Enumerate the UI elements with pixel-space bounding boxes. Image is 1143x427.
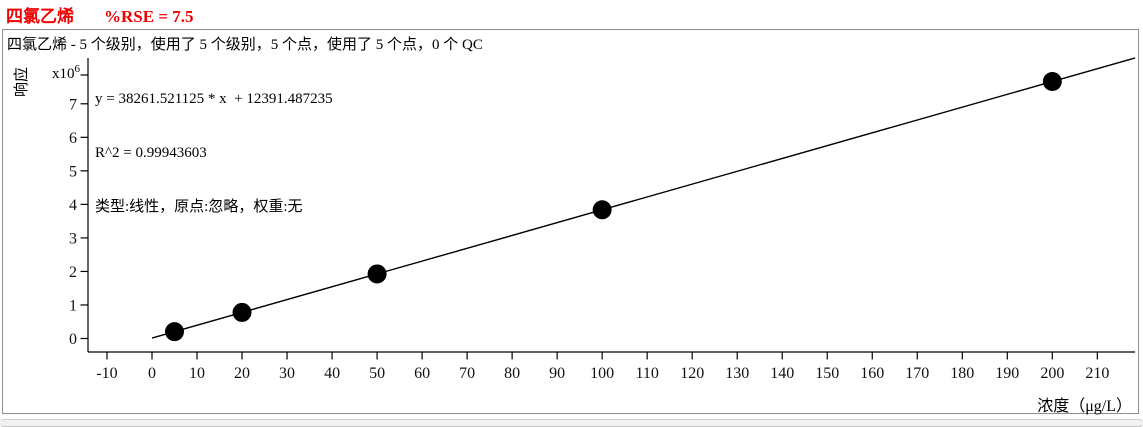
- x-tick-label: 40: [324, 365, 340, 382]
- y-tick-label: 2: [69, 264, 77, 281]
- x-tick-label: 170: [905, 365, 929, 382]
- y-tick-label: 7: [69, 96, 77, 113]
- panel-title: 四氯乙烯 %RSE = 7.5: [6, 2, 194, 27]
- x-tick-label: 100: [590, 365, 614, 382]
- x-tick-label: 180: [950, 365, 974, 382]
- x-tick-label: 120: [680, 365, 704, 382]
- x-tick-label: 150: [815, 365, 839, 382]
- x-tick-label: 160: [860, 365, 884, 382]
- y-tick-label: 6: [69, 130, 77, 147]
- x-tick-label: 210: [1085, 365, 1109, 382]
- x-tick-label: -10: [96, 365, 117, 382]
- fit-settings-line: 类型:线性，原点:忽略，权重:无: [95, 199, 303, 215]
- chart-area: [2, 29, 1139, 414]
- y-tick-label: 4: [69, 197, 77, 214]
- x-tick-label: 110: [635, 365, 658, 382]
- x-tick-label: 80: [504, 365, 520, 382]
- bottom-scrollbar[interactable]: [0, 419, 1143, 427]
- x-tick-label: 50: [369, 365, 385, 382]
- y-tick-label: 0: [69, 331, 77, 348]
- fit-line: [151, 57, 1136, 339]
- x-tick-label: 200: [1040, 365, 1064, 382]
- y-tick-label: 1: [69, 297, 77, 314]
- data-point[interactable]: [1042, 72, 1062, 92]
- curve-summary: 四氯乙烯 - 5 个级别，使用了 5 个级别，5 个点，使用了 5 个点，0 个…: [7, 37, 483, 53]
- x-axis-title: 浓度（μg/L）: [1037, 398, 1132, 415]
- x-tick-label: 70: [459, 365, 475, 382]
- x-tick-label: 30: [279, 365, 295, 382]
- y-tick-label: 3: [69, 230, 77, 247]
- x-tick-label: 90: [549, 365, 565, 382]
- equation-line: y = 38261.521125 * x + 12391.487235: [95, 91, 333, 107]
- x-tick-label: 0: [148, 365, 156, 382]
- x-tick-label: 60: [414, 365, 430, 382]
- y-tick-label: 5: [69, 163, 77, 180]
- y-scale-exponent: 6: [74, 63, 81, 75]
- x-tick-label: 190: [995, 365, 1019, 382]
- data-point[interactable]: [165, 322, 185, 342]
- compound-name: 四氯乙烯: [6, 7, 74, 26]
- rse-value: %RSE = 7.5: [104, 7, 194, 26]
- y-axis-scale-label: x106: [32, 63, 81, 83]
- data-point[interactable]: [232, 302, 252, 322]
- fit-equation-block: y = 38261.521125 * x + 12391.487235 R^2 …: [95, 54, 333, 252]
- y-scale-base: x10: [52, 66, 75, 82]
- x-tick-label: 140: [770, 365, 794, 382]
- data-point[interactable]: [592, 200, 612, 220]
- data-point[interactable]: [367, 264, 387, 284]
- x-tick-label: 130: [725, 365, 749, 382]
- x-tick-label: 10: [189, 365, 205, 382]
- x-tick-label: 20: [234, 365, 250, 382]
- r-squared-line: R^2 = 0.99943603: [95, 145, 207, 161]
